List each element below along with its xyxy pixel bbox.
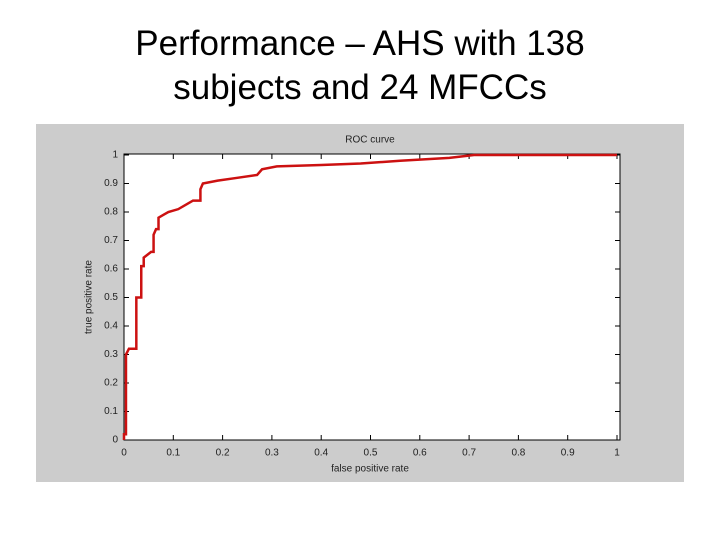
y-tick-label: 0.2 [104, 378, 118, 389]
x-tick-label: 0.4 [314, 448, 328, 459]
plot-area [123, 153, 621, 441]
y-axis-label: true positive rate [84, 260, 95, 334]
x-tick-label: 0 [121, 448, 127, 459]
y-tick-label: 0.8 [104, 207, 118, 218]
x-tick-label: 0.6 [413, 448, 427, 459]
x-tick-label: 0.9 [561, 448, 575, 459]
y-tick-label: 0 [112, 435, 118, 446]
slide-title: Performance – AHS with 138 subjects and … [0, 22, 720, 110]
y-tick-label: 0.3 [104, 349, 118, 360]
x-tick-label: 0.2 [216, 448, 230, 459]
y-tick-label: 0.4 [104, 321, 118, 332]
y-tick-label: 1 [112, 150, 118, 161]
slide-title-line: Performance – AHS with 138 [135, 24, 585, 63]
y-tick-label: 0.5 [104, 292, 118, 303]
y-tick-label: 0.7 [104, 235, 118, 246]
x-tick-label: 0.8 [511, 448, 525, 459]
x-tick-label: 0.5 [364, 448, 378, 459]
chart-title: ROC curve [345, 135, 395, 146]
x-axis-label: false positive rate [331, 464, 409, 475]
x-tick-label: 1 [614, 448, 620, 459]
slide-title-line: subjects and 24 MFCCs [173, 68, 547, 107]
x-tick-label: 0.1 [166, 448, 180, 459]
y-tick-label: 0.1 [104, 406, 118, 417]
y-tick-label: 0.9 [104, 178, 118, 189]
x-tick-label: 0.7 [462, 448, 476, 459]
y-tick-label: 0.6 [104, 264, 118, 275]
roc-curve [122, 153, 617, 440]
x-tick-label: 0.3 [265, 448, 279, 459]
